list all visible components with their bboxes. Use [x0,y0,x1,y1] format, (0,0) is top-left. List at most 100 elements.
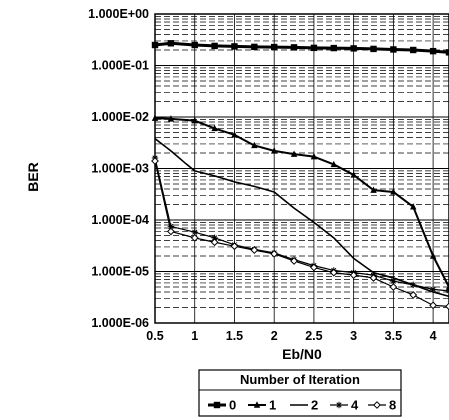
legend-item-2: 2 [290,398,318,413]
legend-label: 8 [389,398,396,413]
legend-label: 0 [229,398,236,413]
x-tick-label: 4 [430,329,437,343]
data-point-1 [151,114,159,121]
data-point-0 [290,44,298,51]
legend-label: 4 [351,398,359,413]
y-tick-label: 1.000E+00 [88,7,149,21]
x-tick-label: 3 [350,329,357,343]
series-line-4 [154,157,449,292]
data-point-8 [166,227,175,236]
data-point-1 [350,171,357,178]
data-point-8 [310,263,318,272]
y-tick-label: 1.000E-01 [91,59,149,73]
data-point-1 [445,283,449,290]
data-point-1 [191,116,198,124]
data-point-8 [429,301,438,310]
data-point-1 [370,186,377,193]
data-point-0 [410,46,417,54]
data-point-0 [231,43,238,50]
y-tick-label: 1.000E-06 [91,316,149,330]
legend-label: 2 [311,398,318,413]
y-tick-label: 1.000E-05 [91,265,149,279]
data-point-1 [211,124,218,132]
data-point-1 [410,203,417,210]
data-point-8 [210,238,219,247]
series-8 [151,157,449,311]
data-point-0 [370,45,377,53]
legend-swatch-marker [373,401,381,409]
y-tick-label: 1.000E-03 [91,162,149,176]
data-point-1 [429,252,437,259]
data-point-1 [310,152,318,160]
data-point-1 [251,141,258,149]
legend-swatch-marker [335,401,343,409]
legend-swatch-marker [213,401,221,409]
data-point-1 [290,150,298,157]
x-axis-ticks: 0.5 1 1.5 2 2.5 3 3.5 4 [146,329,436,343]
x-tick-label: 0.5 [146,329,163,343]
data-point-8 [270,249,279,258]
data-point-8 [250,246,259,255]
series-0 [151,40,449,56]
y-axis-ticks: 1.000E+00 1.000E-01 1.000E-02 1.000E-03 1.00… [88,7,149,330]
x-tick-label: 1 [191,329,198,343]
series-2 [154,138,449,298]
x-axis-title: Eb/N0 [282,346,322,362]
legend-item-4: 4 [330,398,359,413]
plot-frame [154,13,449,324]
data-point-0 [191,41,198,49]
data-point-8 [230,242,239,251]
data-point-8 [329,268,338,277]
x-tick-label: 3.5 [385,329,402,343]
series-line-8 [154,160,449,308]
series-line-2 [154,138,449,298]
series-1 [151,114,449,290]
data-point-8 [445,302,449,311]
legend-title: Number of Iteration [240,372,360,387]
data-point-8 [349,271,358,280]
data-point-0 [151,41,159,49]
legend-item-8: 8 [368,398,396,413]
data-point-4 [390,277,397,285]
legend: Number of Iteration 0 1 2 4 8 [198,369,402,417]
y-tick-label: 1.000E-04 [91,213,149,227]
data-point-8 [369,274,378,282]
data-point-0 [167,40,175,47]
data-point-0 [390,46,397,53]
data-point-1 [330,160,337,168]
data-point-0 [251,43,258,51]
data-point-0 [270,43,278,51]
data-point-1 [270,147,278,154]
data-point-8 [290,257,298,265]
x-tick-label: 2.5 [305,329,322,343]
y-axis-title: BER [25,162,41,192]
legend-label: 1 [269,398,276,413]
data-point-4 [410,281,417,289]
series-line-1 [154,117,449,288]
data-point-0 [310,44,318,52]
data-point-8 [389,283,398,291]
x-tick-label: 1.5 [226,329,243,343]
legend-item-1: 1 [248,398,276,413]
data-point-4 [211,234,218,242]
x-tick-label: 2 [271,329,278,343]
data-point-8 [409,291,418,299]
data-point-1 [231,131,238,138]
grid [155,14,449,324]
data-point-1 [167,115,175,122]
legend-items: 0 1 2 4 8 [208,398,396,413]
data-point-4 [191,228,198,236]
data-point-4 [167,223,175,230]
data-point-0 [350,45,357,52]
y-tick-label: 1.000E-02 [91,110,149,124]
legend-box [198,369,402,417]
data-point-8 [190,233,199,242]
series-4 [151,154,449,295]
legend-item-0: 0 [208,398,236,413]
series-line-0 [154,41,449,54]
data-point-0 [445,49,449,56]
data-point-0 [211,42,218,50]
data-point-8 [151,157,159,165]
data-point-0 [330,44,337,52]
data-point-1 [390,188,397,195]
